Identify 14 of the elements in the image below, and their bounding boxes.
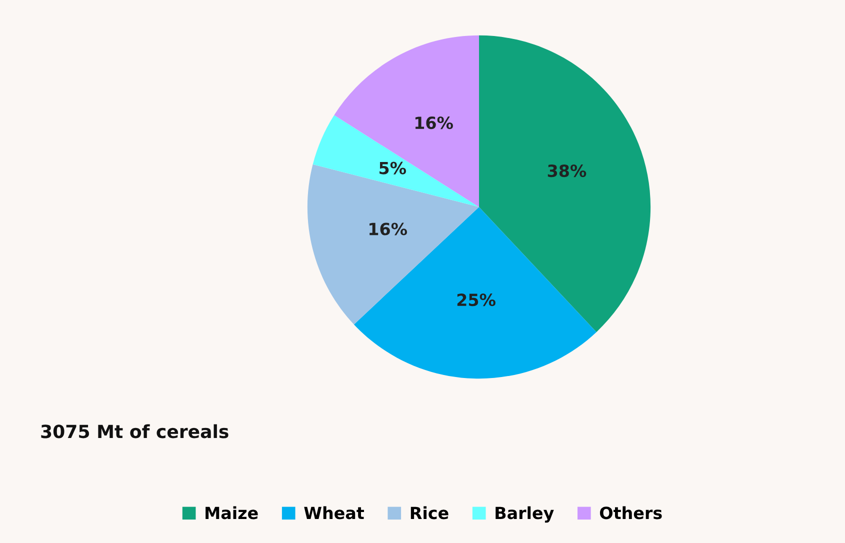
legend-label: Others bbox=[600, 506, 662, 520]
data-label: 25% bbox=[457, 294, 496, 306]
pie-slice bbox=[354, 207, 596, 378]
legend-label: Rice bbox=[410, 506, 448, 520]
data-label: 16% bbox=[370, 222, 408, 236]
pie-slice bbox=[312, 115, 479, 207]
legend-label: Maize bbox=[206, 506, 258, 520]
data-label: 5% bbox=[380, 162, 406, 174]
legend-label: Wheat bbox=[304, 506, 364, 520]
data-label: 16% bbox=[415, 116, 453, 130]
legend-label: Barley bbox=[496, 506, 554, 523]
pie-slice bbox=[334, 35, 479, 207]
text: 3075 Mt of cereals bbox=[41, 424, 228, 438]
data-label: 38% bbox=[548, 164, 586, 178]
